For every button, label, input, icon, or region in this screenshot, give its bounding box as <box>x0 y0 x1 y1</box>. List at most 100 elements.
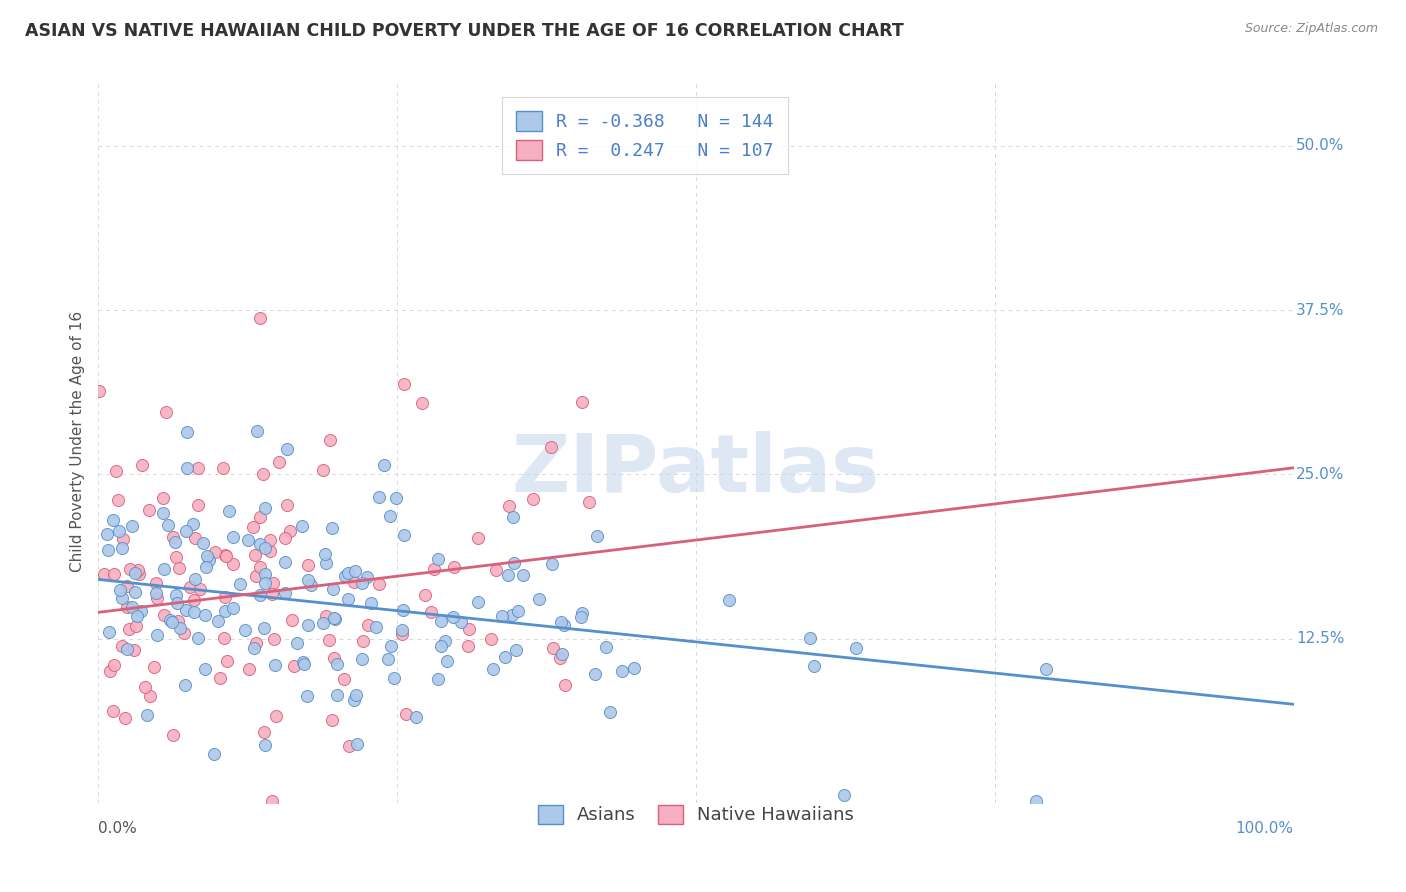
Y-axis label: Child Poverty Under the Age of 16: Child Poverty Under the Age of 16 <box>69 311 84 572</box>
Point <box>162 615 184 629</box>
Point <box>173 625 195 640</box>
Point <box>193 536 215 550</box>
Point <box>105 464 128 478</box>
Point <box>181 516 204 531</box>
Point <box>159 613 181 627</box>
Point <box>501 608 523 623</box>
Point <box>845 640 868 655</box>
Point <box>245 548 267 562</box>
Point <box>187 631 209 645</box>
Point <box>245 569 267 583</box>
Point <box>134 680 156 694</box>
Point <box>152 506 174 520</box>
Point <box>166 596 188 610</box>
Point <box>228 577 250 591</box>
Point <box>238 663 260 677</box>
Point <box>263 632 285 647</box>
Point <box>174 524 197 538</box>
Point <box>274 531 297 545</box>
Point <box>249 536 271 550</box>
Point <box>540 440 562 454</box>
Point <box>430 639 453 653</box>
Point <box>101 704 124 718</box>
Point <box>318 632 340 647</box>
Text: ZIPatlas: ZIPatlas <box>512 432 880 509</box>
Point <box>127 563 149 577</box>
Point <box>373 458 395 473</box>
Point <box>367 577 389 591</box>
Point <box>346 737 368 751</box>
Point <box>98 664 121 678</box>
Point <box>276 442 298 456</box>
Point <box>335 569 357 583</box>
Point <box>174 603 197 617</box>
Point <box>485 563 508 577</box>
Point <box>321 521 343 535</box>
Point <box>146 628 169 642</box>
Point <box>117 622 139 636</box>
Point <box>832 788 855 802</box>
Point <box>315 556 337 570</box>
Point <box>96 527 118 541</box>
Point <box>457 639 479 653</box>
Point <box>498 500 520 514</box>
Point <box>197 553 219 567</box>
Point <box>291 655 314 669</box>
Point <box>312 463 335 477</box>
Point <box>360 596 382 610</box>
Point <box>215 654 238 668</box>
Point <box>259 533 281 548</box>
Point <box>411 396 433 410</box>
Point <box>124 585 146 599</box>
Point <box>550 615 572 629</box>
Point <box>543 640 565 655</box>
Point <box>152 491 174 505</box>
Point <box>204 545 226 559</box>
Point <box>391 623 413 637</box>
Point <box>610 664 633 678</box>
Point <box>169 621 191 635</box>
Point <box>295 690 318 704</box>
Point <box>297 558 319 572</box>
Point <box>143 660 166 674</box>
Point <box>352 634 374 648</box>
Point <box>578 495 600 509</box>
Point <box>502 510 524 524</box>
Point <box>107 492 129 507</box>
Point <box>571 394 593 409</box>
Point <box>214 604 236 618</box>
Point <box>599 705 621 719</box>
Point <box>433 634 456 648</box>
Point <box>249 588 271 602</box>
Point <box>214 549 236 563</box>
Point <box>115 579 138 593</box>
Point <box>179 580 201 594</box>
Point <box>264 658 287 673</box>
Text: 37.5%: 37.5% <box>1296 302 1344 318</box>
Point <box>157 517 180 532</box>
Text: 50.0%: 50.0% <box>1296 138 1344 153</box>
Text: 25.0%: 25.0% <box>1296 467 1344 482</box>
Point <box>799 631 821 645</box>
Point <box>505 643 527 657</box>
Point <box>281 613 304 627</box>
Point <box>167 561 190 575</box>
Point <box>419 605 441 619</box>
Point <box>103 513 125 527</box>
Point <box>146 591 169 605</box>
Point <box>139 689 162 703</box>
Point <box>103 658 125 673</box>
Point <box>491 609 513 624</box>
Point <box>208 671 231 685</box>
Point <box>262 575 284 590</box>
Point <box>333 672 356 686</box>
Point <box>254 575 277 590</box>
Point <box>155 405 177 419</box>
Point <box>583 667 606 681</box>
Point <box>254 738 277 752</box>
Point <box>441 610 464 624</box>
Point <box>127 609 149 624</box>
Point <box>188 582 211 596</box>
Point <box>405 710 427 724</box>
Point <box>98 625 121 640</box>
